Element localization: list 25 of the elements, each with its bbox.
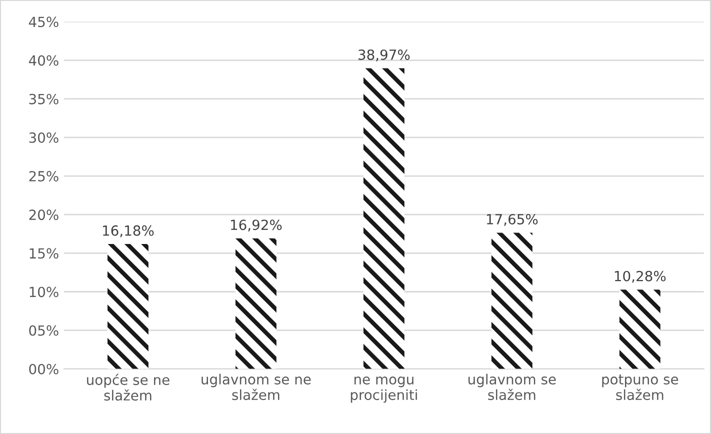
y-tick-label: 05%	[29, 325, 58, 336]
bar	[108, 244, 148, 369]
data-label: 10,28%	[614, 270, 666, 283]
x-tick-label: uglavnom se slažem	[468, 374, 556, 400]
y-tick-label: 10%	[30, 286, 58, 298]
bar	[363, 68, 404, 369]
x-tick-label: uopće se ne slažem	[87, 374, 170, 401]
data-label: 16,92%	[231, 220, 282, 232]
bar	[491, 232, 532, 369]
data-label: 16,18%	[103, 225, 154, 238]
x-tick-label: potpuno se slažem	[602, 374, 678, 400]
data-label: 17,65%	[486, 214, 538, 226]
y-tick-label: 00%	[29, 364, 58, 374]
y-tick-label: 30%	[29, 132, 58, 143]
x-tick-label: ne mogu procijeniti	[350, 376, 417, 403]
y-tick-label: 20%	[29, 210, 58, 220]
y-tick-label: 25%	[29, 170, 58, 182]
bar	[235, 238, 276, 369]
bar	[619, 290, 660, 369]
y-tick-label: 45%	[28, 16, 58, 28]
y-tick-label: 35%	[29, 94, 58, 104]
y-tick-label: 40%	[28, 55, 58, 66]
y-tick-label: 15%	[30, 248, 58, 259]
data-label: 38,97%	[358, 49, 410, 62]
x-tick-label: uglavnom se ne slažem	[202, 374, 311, 400]
